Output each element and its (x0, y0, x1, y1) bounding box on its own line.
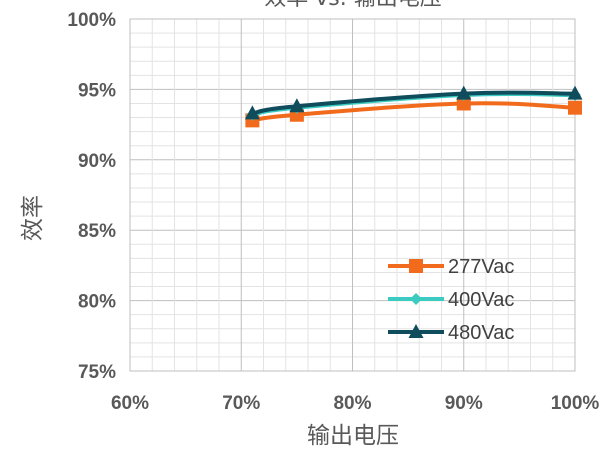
legend-entry: 480Vac (388, 322, 514, 344)
tick-labels: 75% 80% 85% 90% 95% 100% 60% 70% 80% 90% 100% (67, 10, 599, 414)
x-tick-label: 100% (551, 393, 600, 414)
data-point (456, 85, 472, 100)
data-point (456, 96, 471, 111)
y-axis-title: 效率 (20, 195, 46, 241)
legend-entry: 400Vac (388, 289, 514, 311)
y-tick-label: 85% (78, 221, 116, 242)
legend-label: 277Vac (448, 256, 514, 278)
series-line (250, 90, 577, 116)
legend-label: 480Vac (448, 322, 514, 344)
y-tick-label: 90% (78, 151, 116, 172)
legend-marker (410, 293, 422, 305)
y-tick-label: 80% (78, 292, 116, 313)
legend-label: 400Vac (448, 289, 514, 311)
x-tick-label: 80% (333, 393, 371, 414)
series-line (250, 101, 577, 123)
legend-entry: 277Vac (388, 256, 514, 278)
y-tick-label: 95% (78, 80, 116, 101)
series (244, 85, 583, 128)
x-axis-title: 输出电压 (307, 423, 399, 449)
plot-area-frame (129, 18, 576, 372)
chart-title: 效率 vs. 输出电压 (264, 0, 441, 11)
grid (129, 18, 576, 372)
x-tick-label: 90% (445, 393, 483, 414)
legend-marker (409, 259, 423, 273)
x-tick-label: 70% (222, 393, 260, 414)
legend-marker (408, 324, 424, 338)
legend: 277Vac 400Vac 480Vac (388, 256, 514, 344)
data-point (289, 98, 305, 113)
x-tick-label: 60% (111, 393, 149, 414)
y-tick-label: 100% (67, 10, 116, 31)
data-point (568, 100, 582, 115)
data-point (244, 105, 260, 120)
series-480Vac (244, 85, 583, 120)
y-tick-label: 75% (78, 362, 116, 383)
data-point (567, 85, 583, 100)
